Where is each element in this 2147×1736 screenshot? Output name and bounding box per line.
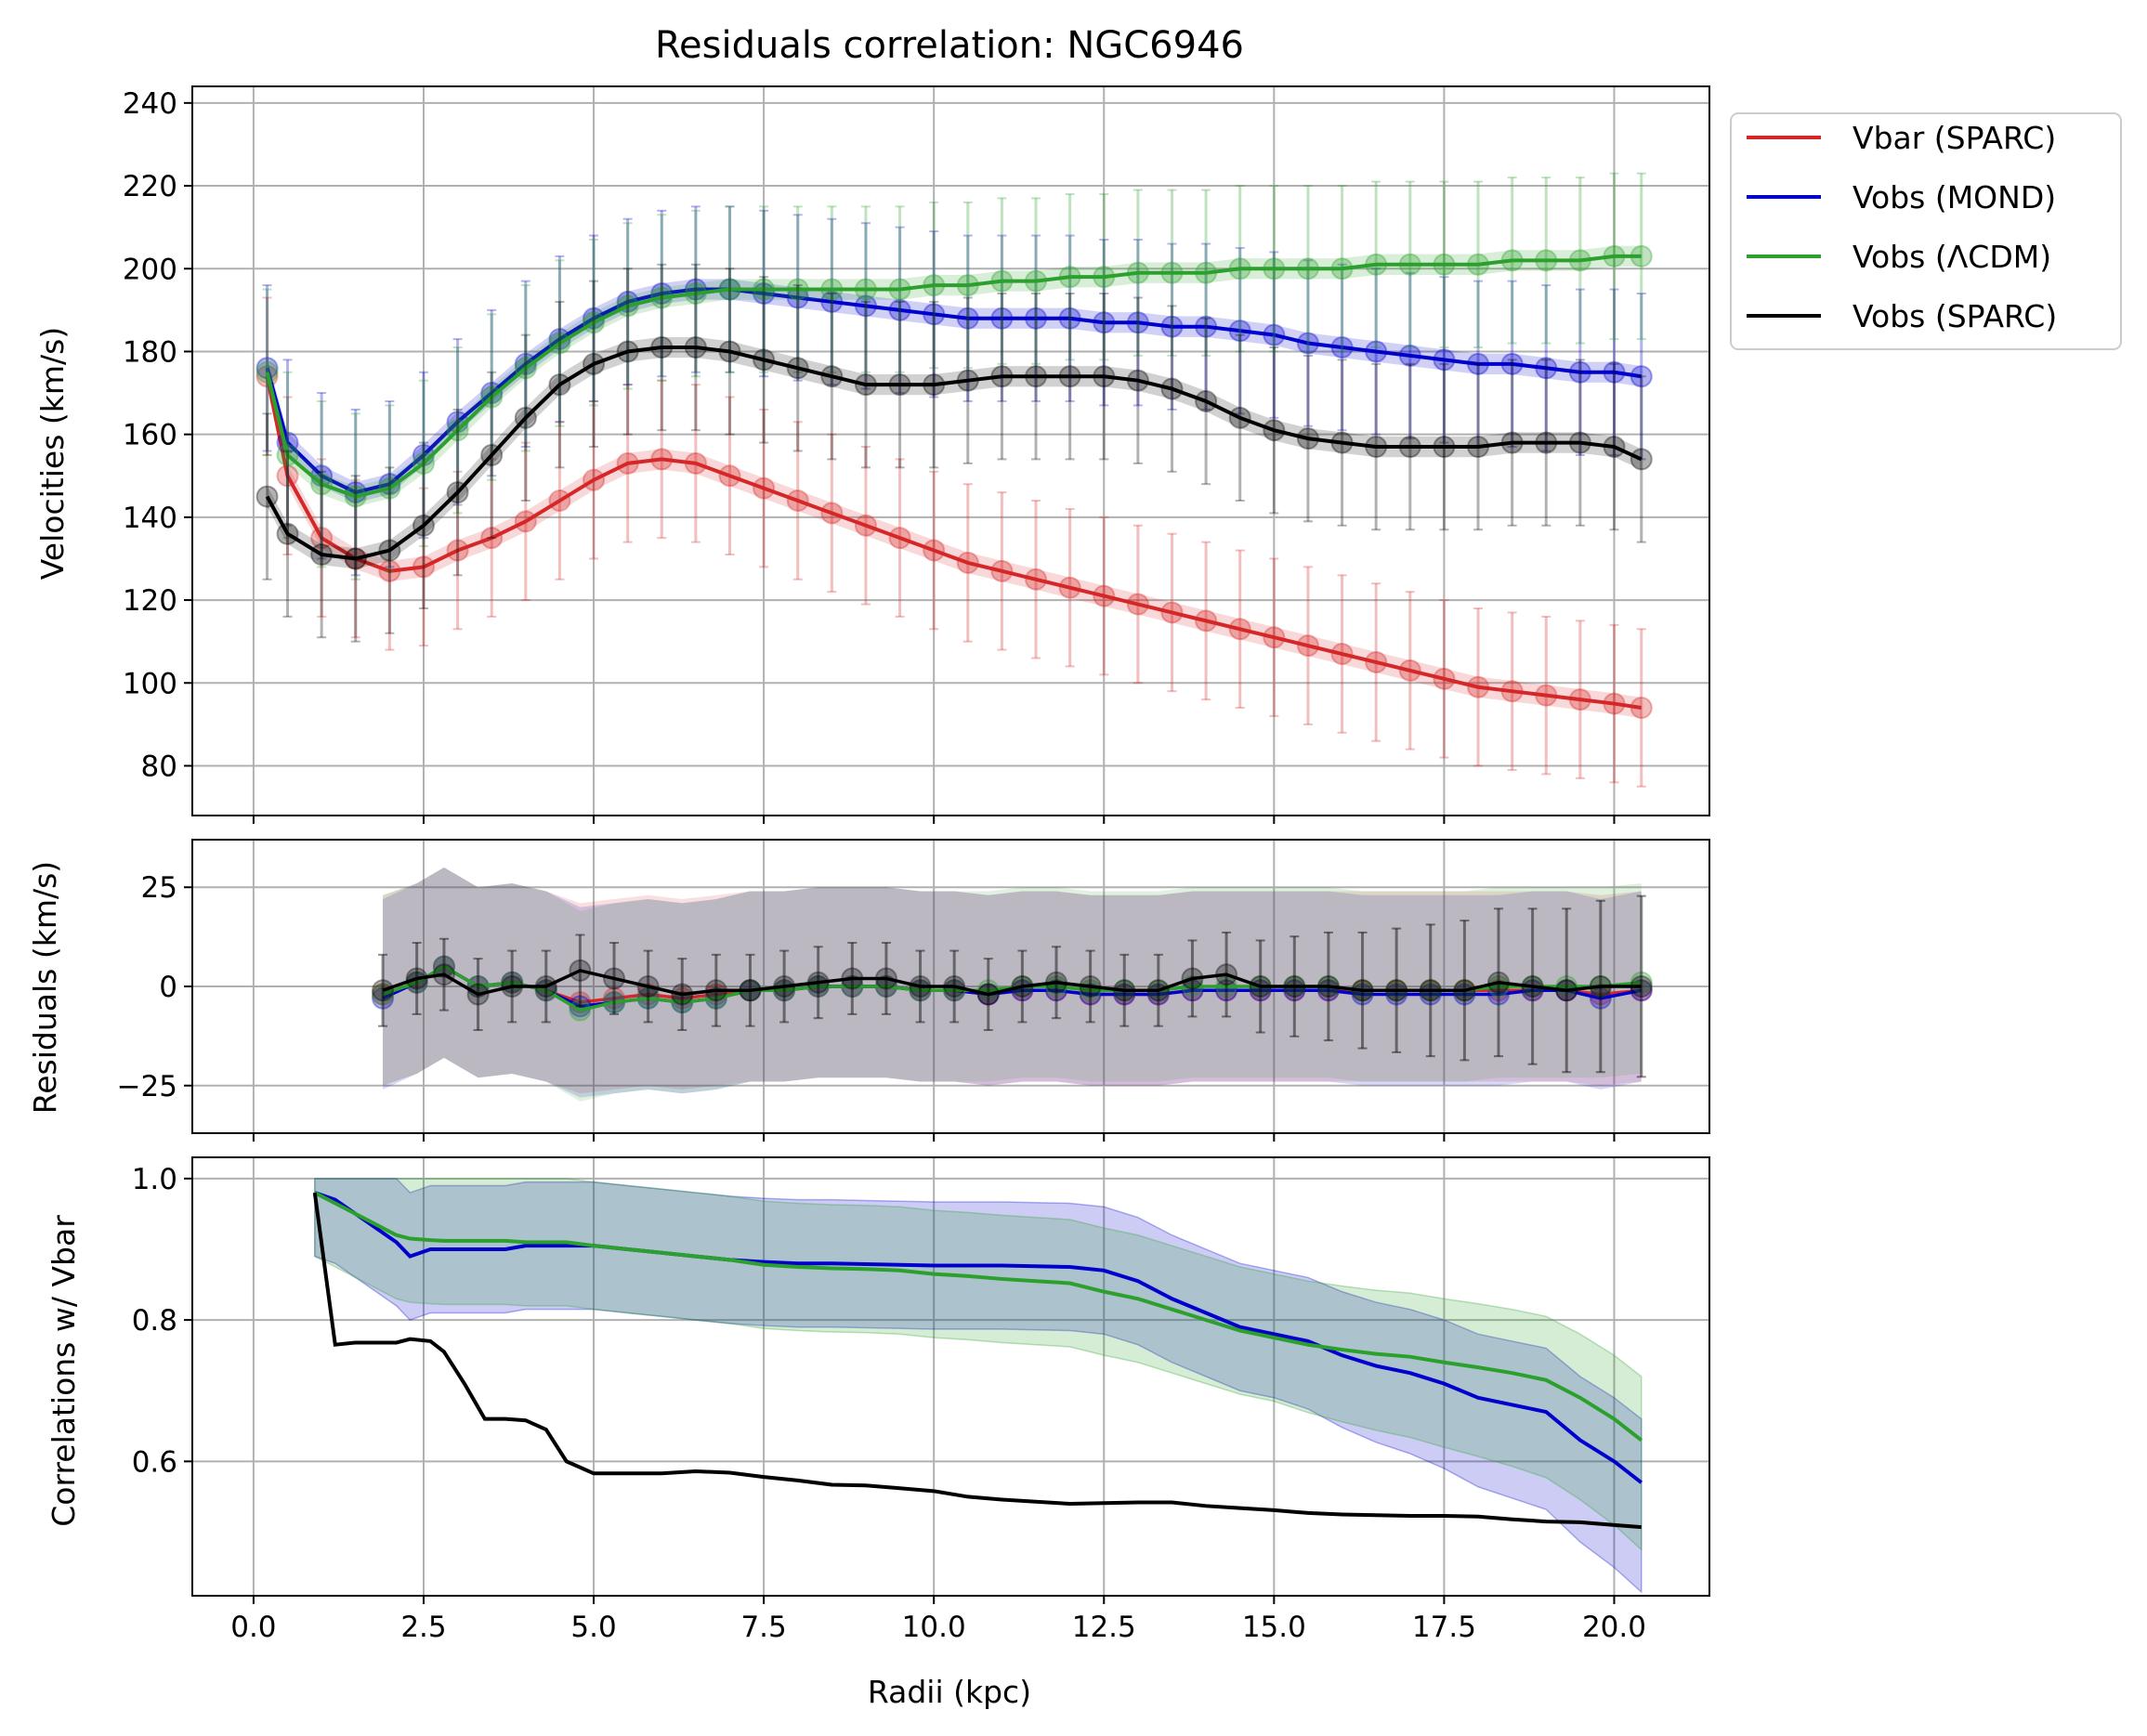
velocities-axes-frame xyxy=(191,85,1710,816)
vobs-cdm-line xyxy=(265,254,1642,499)
velocities-y-axis-label: Velocities (km/s) xyxy=(34,327,71,580)
velocities-panel: 80 100 120 140 160 180 200 220 240 xyxy=(123,85,1710,824)
correlations-y-tick-label: 0.6 xyxy=(132,1445,177,1479)
velocities-y-tick-label: 220 xyxy=(123,170,177,203)
velocities-y-tick-label: 160 xyxy=(123,419,177,452)
correlations-y-tick-label: 1.0 xyxy=(132,1163,177,1196)
vobs-cdm-confidence-band xyxy=(267,245,1642,507)
vobs-mond-correlation-line xyxy=(314,1191,1643,1484)
residuals-y-axis-label: Residuals (km/s) xyxy=(27,861,63,1114)
legend-frame xyxy=(1730,112,2122,350)
vobs-cdm-residual-band xyxy=(383,867,1642,1102)
vbar-sparc-line xyxy=(265,375,1643,711)
residuals-panel: −25 0 25 xyxy=(117,839,1710,1142)
x-tick-label: 7.5 xyxy=(740,1611,786,1644)
x-tick-label: 17.5 xyxy=(1412,1611,1476,1644)
vobs-mond-residual-line xyxy=(382,964,1643,1009)
x-tick-label: 2.5 xyxy=(400,1611,446,1644)
x-tick-label: 0.0 xyxy=(230,1611,276,1644)
x-tick-label: 15.0 xyxy=(1242,1611,1306,1644)
vobs-mond-residual-band xyxy=(383,867,1642,1098)
vobs-mond-line xyxy=(265,287,1643,495)
velocities-y-tick-label: 140 xyxy=(123,502,177,535)
residuals-plot-area xyxy=(372,867,1653,1102)
chart-title: Residuals correlation: NGC6946 xyxy=(655,24,1244,67)
correlations-y-tick-label: 0.8 xyxy=(132,1304,177,1338)
velocities-plot-area xyxy=(255,172,1653,788)
x-tick-label: 20.0 xyxy=(1582,1611,1646,1644)
legend-label-lcdm: Vobs (ΛCDM) xyxy=(1852,239,2051,275)
correlations-panel: 0.6 0.8 1.0 0.0 2.5 5.0 7.5 10.0 12.5 15.0 17.5 20.… xyxy=(132,1156,1710,1644)
velocities-y-tick-label: 100 xyxy=(123,667,177,700)
x-tick-label: 5.0 xyxy=(570,1611,616,1644)
vbar-sparc-confidence-band xyxy=(267,366,1642,719)
legend: Vbar (SPARC) Vobs (MOND) Vobs (ΛCDM) Vob… xyxy=(1730,112,2122,350)
velocities-y-tick-label: 240 xyxy=(123,87,177,121)
vbar-sparc-residual-band xyxy=(383,867,1642,1094)
legend-label-vbar: Vbar (SPARC) xyxy=(1852,120,2056,156)
legend-label-sparc: Vobs (SPARC) xyxy=(1852,298,2057,334)
residuals-y-tick-label: −25 xyxy=(117,1070,177,1103)
vobs-sparc-correlation-line xyxy=(312,1192,1642,1530)
velocities-y-tick-label: 200 xyxy=(123,253,177,286)
correlations-y-axis-label: Correlations w/ Vbar xyxy=(46,1215,82,1527)
velocities-y-tick-label: 180 xyxy=(123,335,177,369)
vobs-cdm-correlation-band xyxy=(314,1178,1643,1552)
x-tick-label: 12.5 xyxy=(1072,1611,1136,1644)
correlations-plot-area xyxy=(312,1178,1643,1594)
x-tick-label: 10.0 xyxy=(902,1611,966,1644)
velocities-y-tick-label: 80 xyxy=(141,750,177,783)
correlations-axes-frame xyxy=(191,1156,1710,1597)
legend-label-mond: Vobs (MOND) xyxy=(1852,179,2056,215)
x-axis-label: Radii (kpc) xyxy=(868,1674,1031,1710)
vobs-cdm-correlation-line xyxy=(313,1191,1643,1442)
residuals-y-tick-label: 0 xyxy=(159,971,177,1004)
vobs-mond-confidence-band xyxy=(267,279,1642,503)
vobs-sparc-residual-line xyxy=(382,969,1642,997)
vobs-sparc-line xyxy=(265,345,1643,561)
vobs-mond-correlation-band xyxy=(314,1178,1643,1594)
residuals-y-tick-label: 25 xyxy=(141,871,177,905)
velocities-y-tick-label: 120 xyxy=(123,584,177,618)
